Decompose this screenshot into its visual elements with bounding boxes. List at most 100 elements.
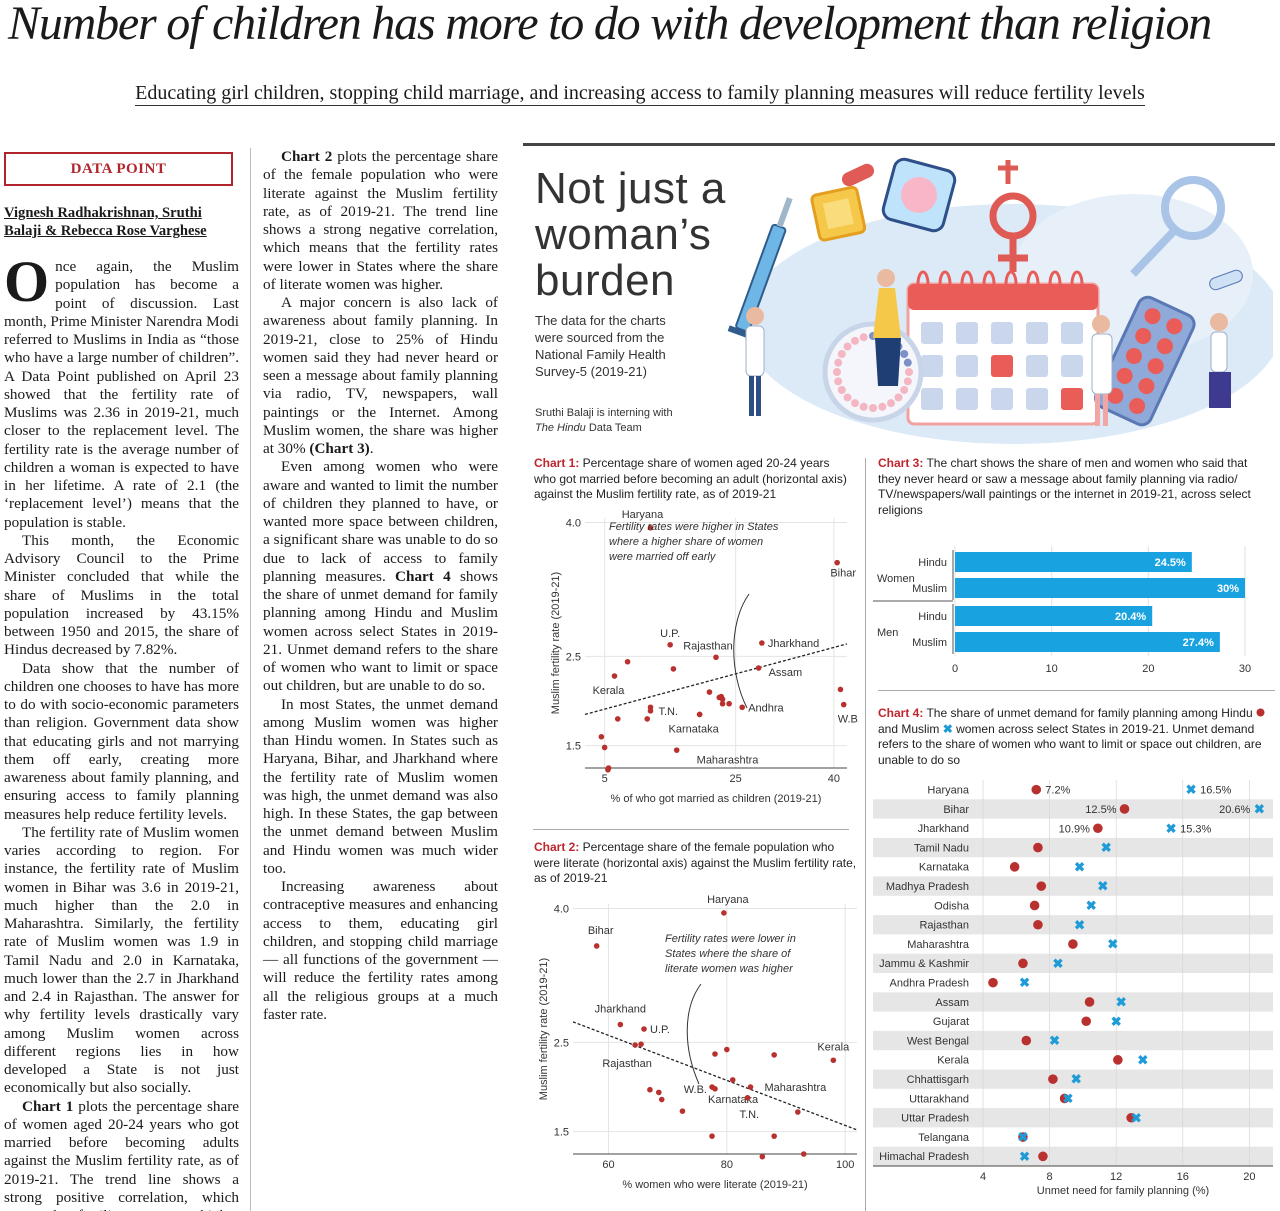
- state-label: Madhya Pradesh: [886, 881, 969, 893]
- point-label: Maharashtra: [697, 755, 760, 767]
- x-tick-label: 25: [730, 773, 742, 785]
- data-point: [593, 943, 600, 949]
- bar: [955, 632, 1220, 652]
- drop-cap: O: [4, 249, 50, 314]
- annotation-arrow: [686, 983, 702, 1085]
- state-label: Andhra Pradesh: [890, 978, 970, 990]
- chart3-bars: 0 10 20 3024.5%Hindu30%MuslimWomen20.4%Hind…: [873, 546, 1251, 675]
- group-label: Women: [877, 573, 915, 585]
- chart3-description: Chart 3: The chart shows the share of me…: [878, 456, 1251, 517]
- point-label: W.B.: [684, 1084, 707, 1096]
- y-axis-label: Muslim fertility rate (2019-21): [550, 572, 562, 714]
- annotation-text: Fertility rates were lower in: [665, 933, 796, 945]
- data-point: [755, 665, 762, 671]
- hindu-dot: [1119, 804, 1130, 814]
- x-tick-label: 60: [602, 1159, 614, 1171]
- muslim-value-label: 20.6%: [1219, 804, 1250, 816]
- doctor-figure: [745, 307, 765, 416]
- bar-category-label: Muslim: [912, 637, 947, 649]
- point-label: Karnataka: [669, 723, 720, 735]
- bar-value-label: 24.5%: [1155, 557, 1186, 569]
- x-axis-label: % of who got married as children (2019-2…: [611, 793, 822, 805]
- jumping-woman-figure: [1209, 313, 1231, 408]
- article-paragraph: Even among women who were aware and want…: [263, 458, 498, 695]
- data-point: [679, 1108, 686, 1114]
- muslim-cross: ✖: [1074, 917, 1085, 932]
- chart4-description: Chart 4: The share of unmet demand for f…: [878, 706, 1273, 768]
- row-band: [873, 953, 1273, 973]
- state-label: Bihar: [943, 804, 969, 816]
- hindu-dot: [1113, 1055, 1123, 1065]
- x-tick-label: 20: [1142, 663, 1154, 675]
- data-point: [721, 910, 727, 916]
- muslim-value-label: 16.5%: [1200, 785, 1231, 797]
- data-point: [719, 700, 726, 707]
- chart4-dotplot: Haryana Bihar Jharkhand Tamil Nadu Karnataka…: [873, 780, 1273, 1197]
- state-label: Gujarat: [933, 1016, 969, 1028]
- y-tick-label: 4.0: [566, 517, 581, 529]
- point-label: Kerala: [593, 685, 626, 697]
- point-label: T.N.: [659, 706, 679, 718]
- point-label: Haryana: [707, 894, 749, 906]
- data-point: [670, 666, 677, 672]
- muslim-cross: ✖: [1049, 1033, 1060, 1048]
- data-point: [641, 1026, 647, 1032]
- data-point: [644, 716, 651, 722]
- point-label: Rajasthan: [683, 640, 733, 652]
- data-point: [655, 1089, 662, 1096]
- condom-pack-icon: [810, 185, 867, 242]
- hindu-dot: [1038, 1151, 1048, 1162]
- chart2-scatter: 60 80 100 1.5 2.5 4.0 % women who were literat…: [538, 894, 858, 1191]
- bar-category-label: Hindu: [918, 611, 947, 623]
- row-band: [873, 1146, 1273, 1166]
- state-label: Jammu & Kashmir: [879, 958, 969, 970]
- data-point: [598, 733, 605, 740]
- muslim-cross: ✖: [1097, 879, 1108, 894]
- point-label: U.P.: [650, 1024, 670, 1036]
- muslim-cross: ✖: [1116, 994, 1127, 1009]
- data-point: [759, 640, 765, 646]
- data-point: [724, 1046, 730, 1053]
- family-planning-illustration: [727, 157, 1273, 444]
- bar-value-label: 27.4%: [1183, 637, 1214, 649]
- calendar-days: [921, 322, 1083, 410]
- data-point: [840, 701, 847, 708]
- x-tick-label: 30: [1239, 663, 1251, 675]
- data-point: [713, 654, 719, 661]
- pill-icon: [841, 163, 875, 187]
- article-paragraph: The fertility rate of Muslim women varie…: [4, 823, 239, 1097]
- bar-value-label: 30%: [1217, 583, 1239, 595]
- muslim-cross: ✖: [1254, 801, 1265, 816]
- hindu-dot: [1029, 900, 1040, 911]
- hindu-dot: [1068, 939, 1078, 949]
- chart1-scatter: 5 25 40 1.5 2.5 4.0 % of who got married as ch…: [550, 509, 859, 805]
- data-point: [647, 525, 654, 531]
- hindu-dot: [1033, 842, 1043, 853]
- article-paragraph: Chart 1 plots the percentage share of wo…: [4, 1097, 239, 1211]
- data-point: [696, 711, 703, 718]
- bar: [955, 578, 1245, 598]
- x-axis-label: Unmet need for family planning (%): [1037, 1185, 1209, 1197]
- point-label: Jharkhand: [595, 1004, 646, 1016]
- data-point: [605, 765, 612, 771]
- hindu-dot: [1018, 1132, 1028, 1142]
- point-label: Bihar: [588, 925, 614, 937]
- column-divider: [250, 148, 251, 1211]
- bar-value-label: 20.4%: [1115, 611, 1146, 623]
- annotation-text: were married off early: [609, 551, 717, 563]
- hindu-value-label: 12.5%: [1085, 804, 1116, 816]
- article-column-2: Chart 2 plots the percentage share of th…: [263, 148, 498, 1024]
- row-band: [873, 876, 1273, 896]
- group-label: Men: [877, 627, 898, 639]
- state-label: Telangana: [918, 1132, 970, 1144]
- byline[interactable]: Vignesh Radhakrishnan, Sruthi Balaji & R…: [4, 205, 207, 239]
- blister-pack-icon: [1094, 295, 1196, 427]
- panel-divider: [865, 458, 866, 1211]
- state-label: Rajasthan: [919, 920, 969, 932]
- annotation-text: where a higher share of women: [609, 536, 763, 548]
- state-label: Karnataka: [919, 862, 970, 874]
- article-paragraph: A major concern is also lack of awarenes…: [263, 294, 498, 457]
- point-label: Haryana: [622, 509, 664, 521]
- muslim-legend-cross: ✖: [942, 721, 953, 736]
